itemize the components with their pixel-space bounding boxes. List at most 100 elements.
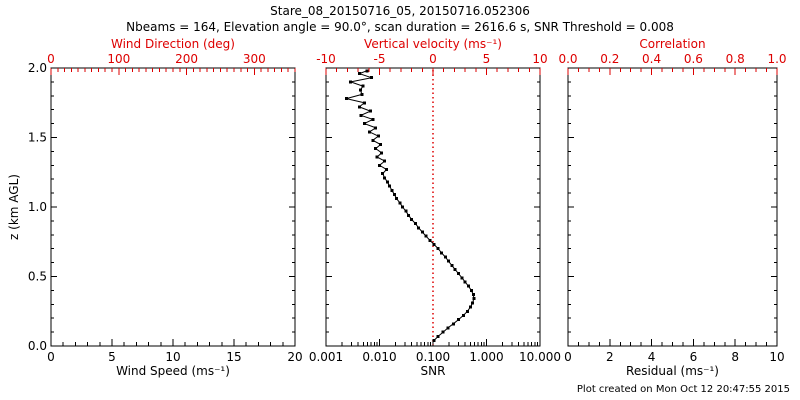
height-tick-label: 0.0 bbox=[28, 339, 47, 353]
snr-bottom-tick-label: 1.000 bbox=[469, 350, 503, 364]
data-point-marker bbox=[398, 201, 402, 205]
data-point-marker bbox=[404, 209, 408, 213]
data-point-marker bbox=[371, 117, 375, 121]
height-tick-label: 0.5 bbox=[28, 270, 47, 284]
wind-y-axis-ticks: 0.0 0.5 1.0 1.5 2.0 bbox=[28, 61, 295, 353]
data-point-marker bbox=[385, 180, 389, 184]
data-point-marker bbox=[375, 155, 379, 159]
height-tick-label: 2.0 bbox=[28, 61, 47, 75]
residual-bottom-tick-label: 0 bbox=[564, 350, 572, 364]
residual-bottom-axis-ticks: 0 2 4 6 8 10 bbox=[564, 339, 785, 364]
data-point-marker bbox=[383, 176, 387, 180]
residual-bottom-tick-label: 10 bbox=[769, 350, 784, 364]
data-point-marker bbox=[460, 276, 464, 280]
residual-top-axis-ticks: 0.0 0.2 0.4 0.6 0.8 1.0 bbox=[558, 52, 787, 75]
data-point-marker bbox=[453, 268, 457, 272]
data-point-marker bbox=[424, 234, 428, 238]
data-point-marker bbox=[380, 151, 384, 155]
data-point-marker bbox=[367, 130, 371, 134]
wind-panel-frame bbox=[50, 67, 296, 347]
data-point-marker bbox=[471, 293, 475, 297]
data-point-marker bbox=[428, 238, 432, 242]
snr-top-tick-label: -10 bbox=[316, 52, 336, 66]
residual-panel-frame bbox=[567, 67, 778, 347]
data-point-marker bbox=[383, 159, 387, 163]
data-point-marker bbox=[371, 138, 375, 142]
data-point-marker bbox=[436, 247, 440, 251]
data-point-marker bbox=[432, 338, 436, 342]
data-point-marker bbox=[361, 84, 365, 88]
correlation-axis-title: Correlation bbox=[639, 37, 706, 51]
snr-bottom-axis-ticks: 0.001 0.010 0.100 1.000 10.000 bbox=[309, 339, 561, 364]
residual-bottom-tick-label: 8 bbox=[731, 350, 739, 364]
data-point-marker bbox=[451, 322, 455, 326]
residual-panel: 0 2 4 6 8 10 0.0 0.2 0.4 0.6 0.8 1.0 bbox=[558, 52, 786, 364]
height-tick-label: 1.5 bbox=[28, 131, 47, 145]
data-point-marker bbox=[369, 109, 373, 113]
data-point-marker bbox=[447, 259, 451, 263]
data-point-marker bbox=[395, 197, 399, 201]
residual-bottom-tick-label: 4 bbox=[648, 350, 656, 364]
wind-bottom-tick-label: 10 bbox=[165, 350, 180, 364]
data-point-marker bbox=[440, 251, 444, 255]
data-point-marker bbox=[388, 184, 392, 188]
snr-top-tick-label: 10 bbox=[532, 52, 547, 66]
wind-bottom-tick-label: 15 bbox=[226, 350, 241, 364]
data-point-marker bbox=[358, 88, 362, 92]
data-point-marker bbox=[360, 92, 364, 96]
data-point-marker bbox=[465, 309, 469, 313]
data-point-marker bbox=[472, 297, 476, 301]
snr-bottom-tick-label: 0.010 bbox=[362, 350, 396, 364]
snr-bottom-tick-label: 10.000 bbox=[519, 350, 561, 364]
data-point-marker bbox=[441, 330, 445, 334]
residual-y-axis-ticks bbox=[568, 67, 777, 347]
data-point-marker bbox=[450, 263, 454, 267]
data-point-marker bbox=[357, 105, 361, 109]
data-point-marker bbox=[446, 326, 450, 330]
plot-subtitle: Nbeams = 164, Elevation angle = 90.0°, s… bbox=[126, 20, 674, 34]
data-point-marker bbox=[466, 284, 470, 288]
data-point-marker bbox=[384, 167, 388, 171]
data-point-marker bbox=[374, 126, 378, 130]
snr-axis-title: SNR bbox=[420, 364, 446, 378]
data-point-marker bbox=[443, 255, 447, 259]
data-point-marker bbox=[457, 272, 461, 276]
vertical-velocity-axis-title: Vertical velocity (ms⁻¹) bbox=[364, 37, 502, 51]
data-point-marker bbox=[359, 113, 363, 117]
data-point-marker bbox=[417, 226, 421, 230]
data-point-marker bbox=[392, 192, 396, 196]
height-tick-label: 1.0 bbox=[28, 200, 47, 214]
residual-top-tick-label: 1.0 bbox=[767, 52, 786, 66]
snr-top-tick-label: 5 bbox=[483, 52, 491, 66]
data-point-marker bbox=[436, 334, 440, 338]
residual-bottom-tick-label: 6 bbox=[690, 350, 698, 364]
snr-bottom-tick-label: 0.100 bbox=[416, 350, 450, 364]
data-point-marker bbox=[376, 134, 380, 138]
data-point-marker bbox=[457, 318, 461, 322]
wind-bottom-tick-label: 5 bbox=[108, 350, 116, 364]
snr-profile-markers bbox=[344, 69, 476, 342]
data-point-marker bbox=[469, 288, 473, 292]
wind-top-axis-ticks: 0 100 200 300 bbox=[47, 52, 296, 75]
snr-top-tick-label: 0 bbox=[429, 52, 437, 66]
snr-top-axis-ticks: -10 -5 0 5 10 bbox=[316, 52, 548, 75]
data-point-marker bbox=[432, 243, 436, 247]
data-point-marker bbox=[407, 213, 411, 217]
data-point-marker bbox=[370, 76, 374, 80]
wind-top-tick-label: 100 bbox=[107, 52, 130, 66]
data-point-marker bbox=[374, 147, 378, 151]
residual-top-tick-label: 0.2 bbox=[600, 52, 619, 66]
data-point-marker bbox=[461, 313, 465, 317]
data-point-marker bbox=[344, 97, 348, 101]
height-axis-title: z (km AGL) bbox=[7, 174, 21, 240]
wind-bottom-axis-ticks: 0 5 10 15 20 bbox=[47, 339, 303, 364]
snr-y-axis-ticks bbox=[326, 67, 540, 347]
data-point-marker bbox=[362, 122, 366, 126]
residual-top-tick-label: 0.0 bbox=[558, 52, 577, 66]
snr-bottom-tick-label: 0.001 bbox=[309, 350, 343, 364]
wind-bottom-tick-label: 0 bbox=[47, 350, 55, 364]
data-point-marker bbox=[365, 69, 369, 73]
